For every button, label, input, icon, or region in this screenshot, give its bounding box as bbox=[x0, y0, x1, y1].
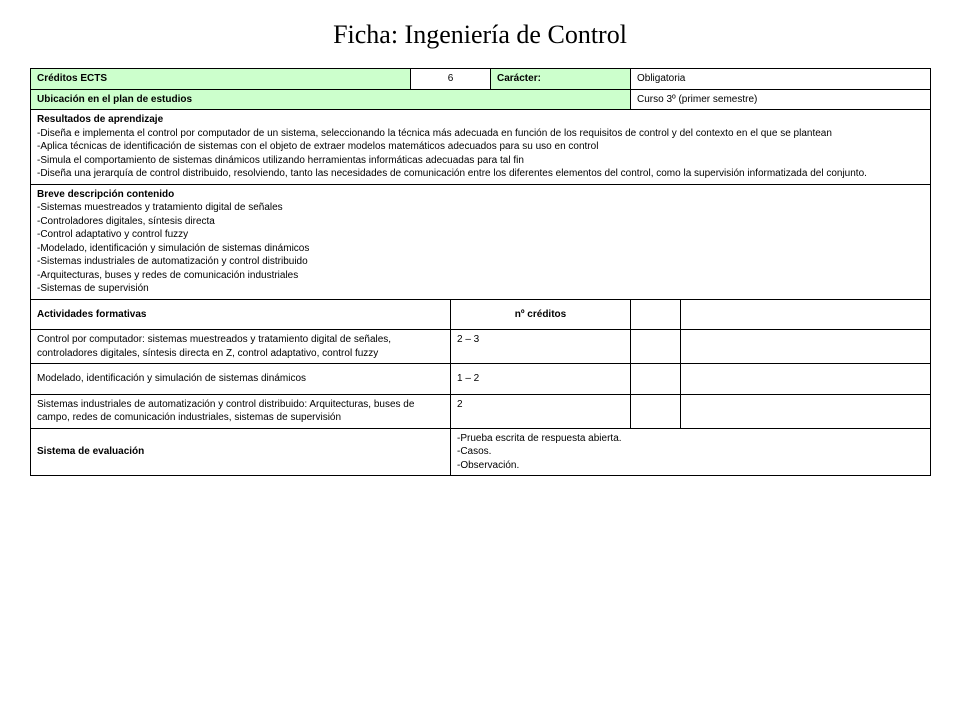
caracter-label: Carácter: bbox=[491, 69, 631, 90]
resultados-cell: Resultados de aprendizaje -Diseña e impl… bbox=[31, 110, 931, 185]
ects-label: Créditos ECTS bbox=[31, 69, 411, 90]
actividad-cred: 2 bbox=[451, 394, 631, 428]
resultados-item: -Simula el comportamiento de sistemas di… bbox=[37, 155, 524, 166]
descripcion-item: -Sistemas industriales de automatización… bbox=[37, 256, 308, 267]
actividad-blank bbox=[631, 364, 681, 395]
descripcion-item: -Sistemas muestreados y tratamiento digi… bbox=[37, 202, 283, 213]
actividad-cred: 1 – 2 bbox=[451, 364, 631, 395]
descripcion-item: -Controladores digitales, síntesis direc… bbox=[37, 216, 215, 227]
evaluacion-cell: -Prueba escrita de respuesta abierta. -C… bbox=[451, 428, 931, 476]
descripcion-item: -Arquitecturas, buses y redes de comunic… bbox=[37, 270, 298, 281]
caracter-value: Obligatoria bbox=[631, 69, 931, 90]
actividad-blank bbox=[681, 394, 931, 428]
resultados-heading: Resultados de aprendizaje bbox=[37, 114, 163, 125]
actividad-blank bbox=[631, 394, 681, 428]
evaluacion-item: -Prueba escrita de respuesta abierta. bbox=[457, 433, 622, 444]
actividades-header-1: Actividades formativas bbox=[31, 299, 451, 330]
evaluacion-item: -Casos. bbox=[457, 446, 491, 457]
ects-value: 6 bbox=[411, 69, 491, 90]
actividades-header-blank2 bbox=[681, 299, 931, 330]
actividad-desc: Modelado, identificación y simulación de… bbox=[31, 364, 451, 395]
course-table: Créditos ECTS 6 Carácter: Obligatoria Ub… bbox=[30, 68, 931, 476]
actividad-cred: 2 – 3 bbox=[451, 330, 631, 364]
resultados-item: -Diseña e implementa el control por comp… bbox=[37, 128, 832, 139]
actividad-blank bbox=[681, 364, 931, 395]
actividad-desc: Sistemas industriales de automatización … bbox=[31, 394, 451, 428]
descripcion-cell: Breve descripción contenido -Sistemas mu… bbox=[31, 184, 931, 299]
actividades-header-2: nº créditos bbox=[451, 299, 631, 330]
actividad-blank bbox=[681, 330, 931, 364]
descripcion-heading: Breve descripción contenido bbox=[37, 189, 174, 200]
resultados-item: -Diseña una jerarquía de control distrib… bbox=[37, 168, 867, 179]
evaluacion-label: Sistema de evaluación bbox=[31, 428, 451, 476]
actividad-blank bbox=[631, 330, 681, 364]
resultados-item: -Aplica técnicas de identificación de si… bbox=[37, 141, 598, 152]
ubicacion-value: Curso 3º (primer semestre) bbox=[631, 89, 931, 110]
descripcion-item: -Sistemas de supervisión bbox=[37, 283, 149, 294]
ubicacion-label: Ubicación en el plan de estudios bbox=[31, 89, 631, 110]
evaluacion-item: -Observación. bbox=[457, 460, 519, 471]
actividades-header-blank1 bbox=[631, 299, 681, 330]
actividad-desc: Control por computador: sistemas muestre… bbox=[31, 330, 451, 364]
descripcion-item: -Control adaptativo y control fuzzy bbox=[37, 229, 188, 240]
page-title: Ficha: Ingeniería de Control bbox=[30, 20, 930, 50]
descripcion-item: -Modelado, identificación y simulación d… bbox=[37, 243, 309, 254]
